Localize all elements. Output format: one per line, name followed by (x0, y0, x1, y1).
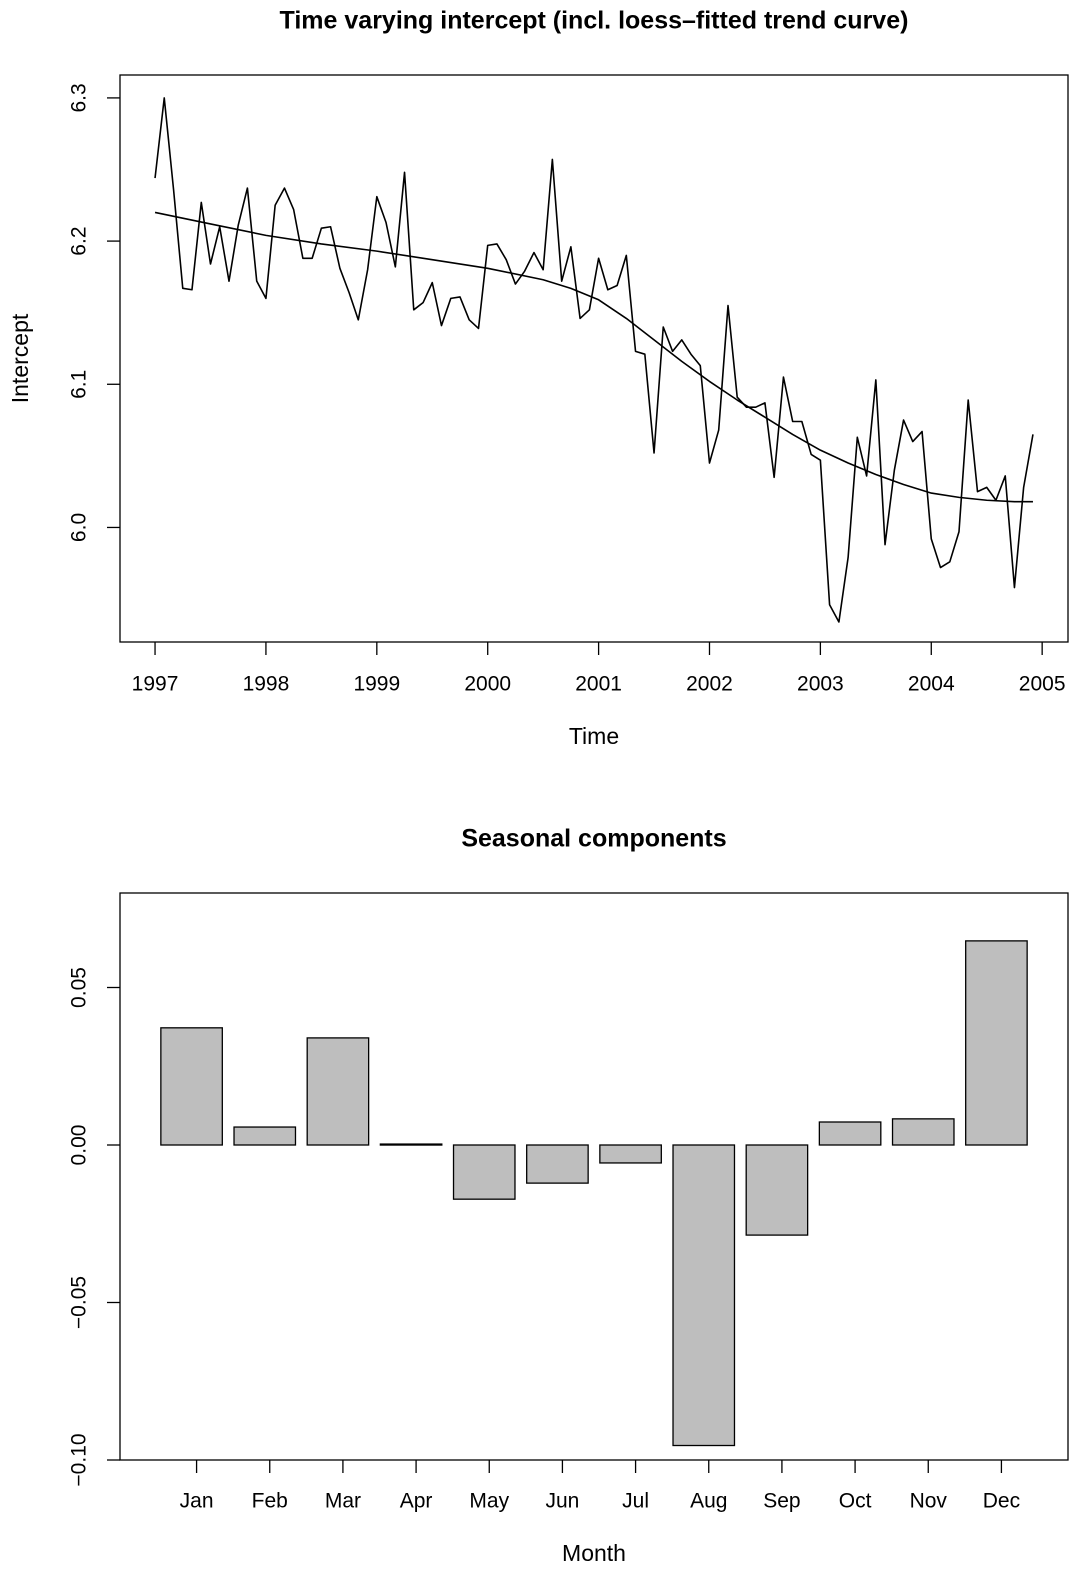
x-tick-label: Sep (763, 1490, 800, 1513)
y-tick-label: 6.1 (68, 370, 91, 399)
bar (891, 1118, 955, 1146)
y-tick-label: −0.05 (68, 1276, 91, 1329)
y-tick-label: 0.05 (68, 967, 91, 1008)
plot-frame (119, 892, 1069, 1461)
plot-frame (119, 74, 1069, 643)
y-tick-label: 6.2 (68, 226, 91, 255)
bar (160, 1027, 223, 1146)
bar (818, 1121, 882, 1146)
x-axis-title: Time (569, 723, 619, 749)
x-tick-label: 1997 (132, 673, 179, 696)
bar (672, 1144, 736, 1447)
y-tick-label: 0.00 (68, 1125, 91, 1166)
x-tick-label: Aug (690, 1490, 727, 1513)
bar (233, 1126, 297, 1146)
x-tick-label: Mar (325, 1490, 361, 1513)
y-tick-label: 6.3 (68, 83, 91, 112)
y-tick-label: −0.10 (68, 1433, 91, 1486)
bar (379, 1143, 443, 1146)
x-axis-title: Month (562, 1540, 626, 1566)
bar (965, 940, 1028, 1146)
x-tick-label: Jun (545, 1490, 579, 1513)
x-tick-label: 2002 (686, 673, 733, 696)
chart-title: Time varying intercept (incl. loess–fitt… (280, 7, 909, 35)
bar (599, 1144, 662, 1164)
x-tick-label: 1998 (243, 673, 290, 696)
bar (526, 1144, 589, 1184)
x-tick-label: Feb (252, 1490, 288, 1513)
x-tick-label: Nov (910, 1490, 948, 1513)
bar (452, 1144, 516, 1200)
y-axis-title: Intercept (7, 313, 33, 403)
x-tick-label: 1999 (353, 673, 400, 696)
y-tick-label: 6.0 (68, 513, 91, 542)
x-tick-label: May (469, 1490, 509, 1513)
x-tick-label: 2000 (464, 673, 511, 696)
x-tick-label: Dec (983, 1490, 1020, 1513)
x-tick-label: Apr (400, 1490, 433, 1513)
bar (745, 1144, 809, 1236)
x-tick-label: 2003 (797, 673, 844, 696)
x-tick-label: 2004 (908, 673, 955, 696)
chart-title: Seasonal components (461, 825, 726, 853)
x-tick-label: 2001 (575, 673, 622, 696)
bar (306, 1037, 370, 1146)
x-tick-label: 2005 (1019, 673, 1066, 696)
x-tick-label: Jul (622, 1490, 649, 1513)
x-tick-label: Oct (839, 1490, 872, 1513)
data-line (154, 211, 1033, 503)
x-tick-label: Jan (180, 1490, 214, 1513)
data-line (154, 97, 1034, 623)
